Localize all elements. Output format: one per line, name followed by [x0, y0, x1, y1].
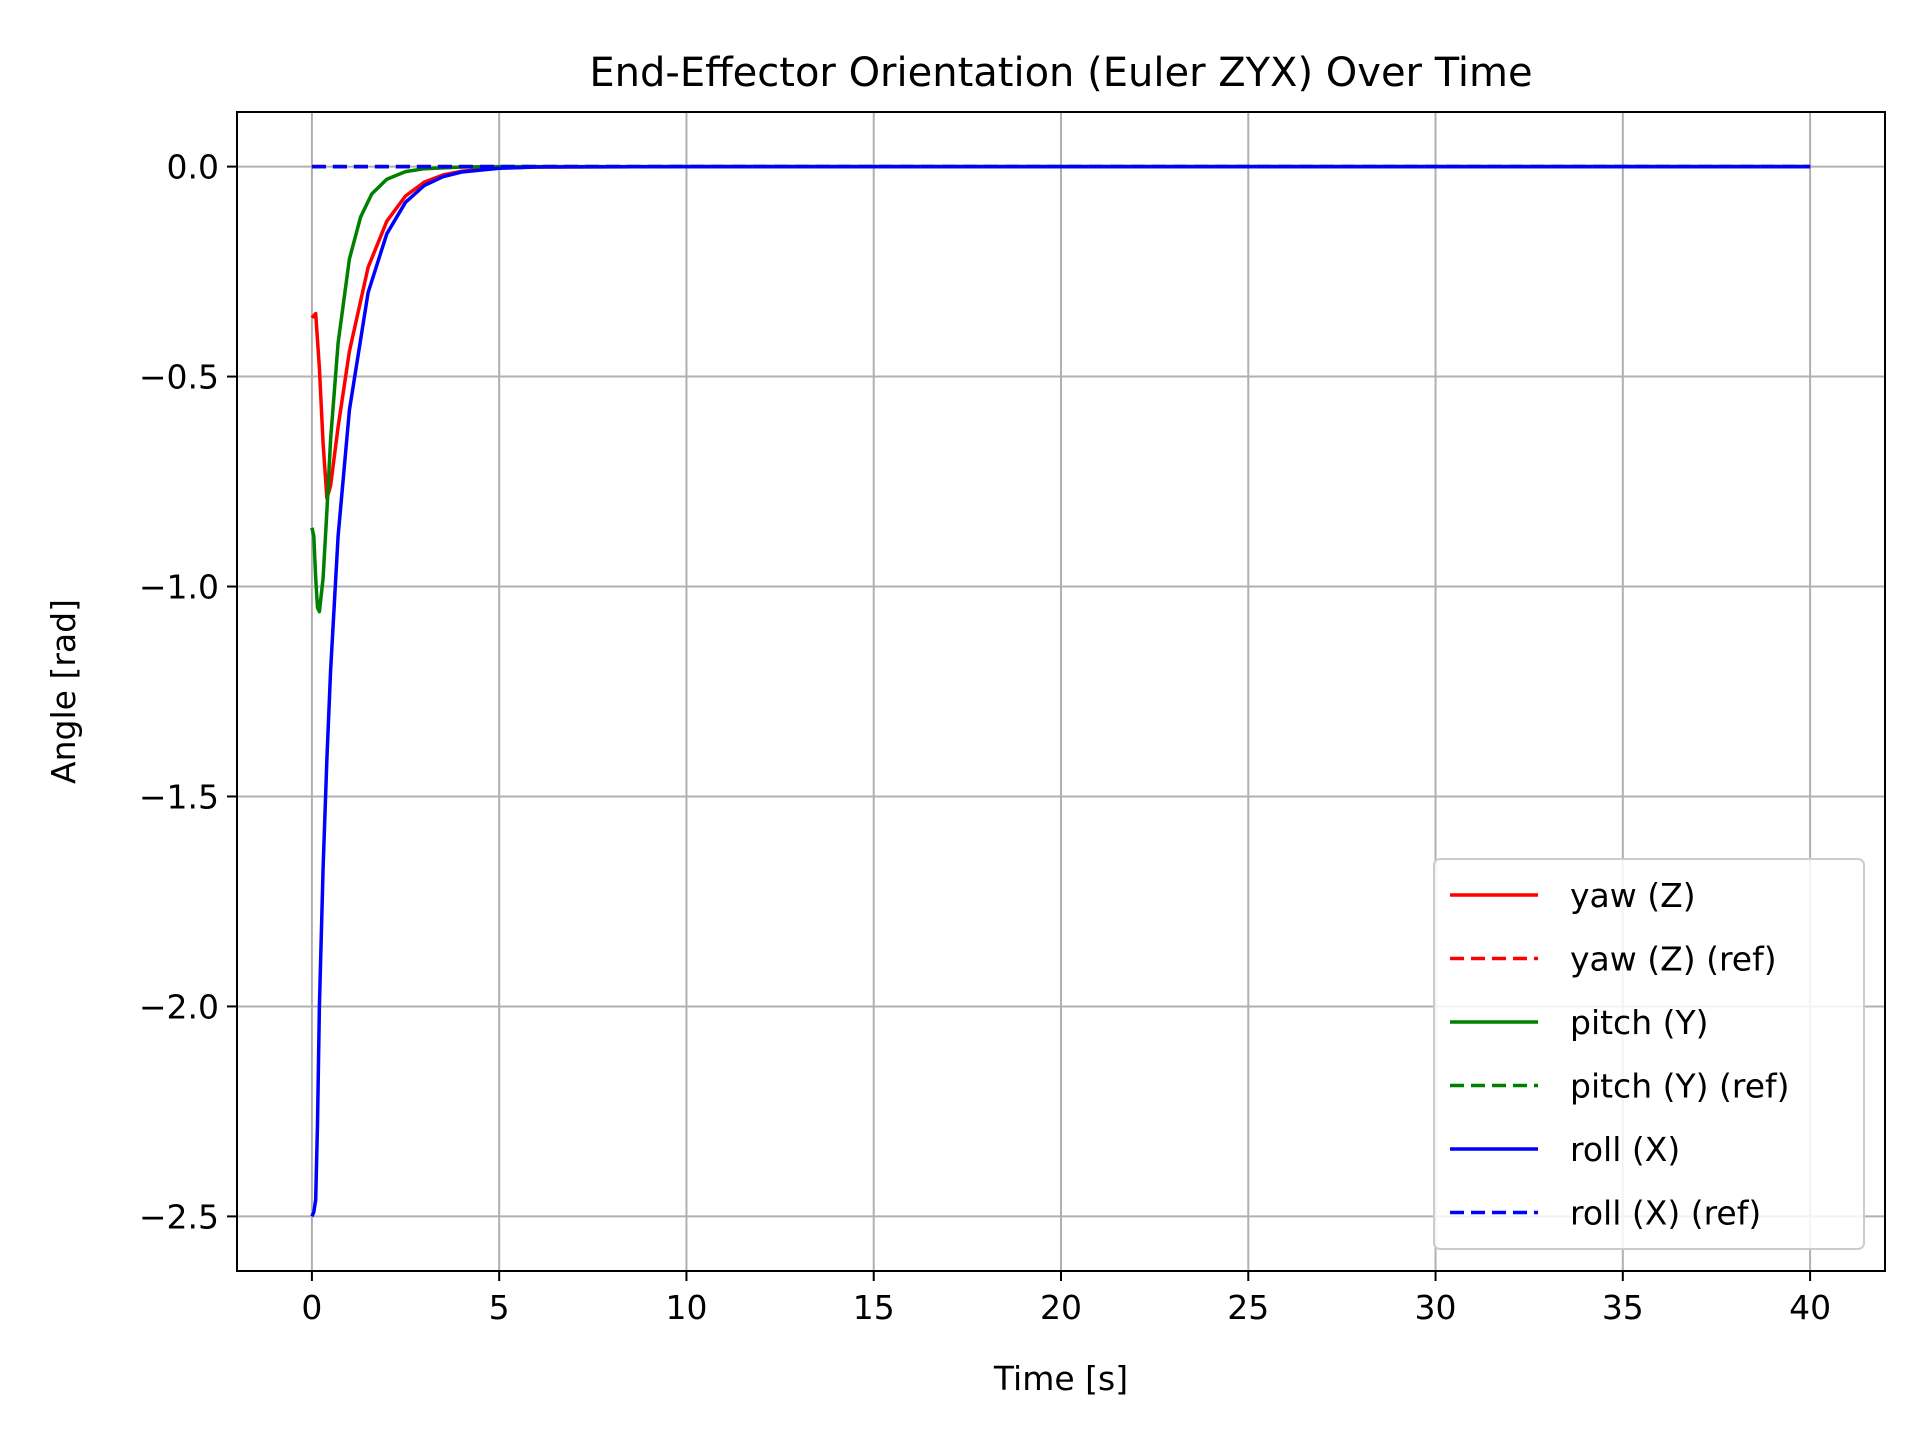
y-tick-label: −2.5 — [139, 1197, 219, 1236]
y-tick-label: 0.0 — [167, 148, 219, 187]
legend-label-4: roll (X) — [1570, 1130, 1680, 1169]
x-tick-label: 40 — [1789, 1288, 1831, 1327]
x-tick-label: 10 — [665, 1288, 707, 1327]
x-tick-label: 35 — [1602, 1288, 1644, 1327]
legend-label-1: yaw (Z) (ref) — [1570, 940, 1777, 979]
chart-title: End-Effector Orientation (Euler ZYX) Ove… — [589, 50, 1532, 96]
y-tick-label: −1.0 — [139, 568, 219, 607]
y-tick-label: −2.0 — [139, 987, 219, 1026]
legend: yaw (Z) yaw (Z) (ref) pitch (Y) pitch (Y) (… — [1433, 858, 1865, 1250]
x-axis-label: Time [s] — [993, 1359, 1128, 1398]
y-tick-label: −1.5 — [139, 777, 219, 816]
legend-label-0: yaw (Z) — [1570, 876, 1696, 915]
ticks: 0 5 10 15 20 25 30 35 40 0.0 −0.5 −1.0 −1.5 −2.0 −2.5 — [139, 148, 1831, 1327]
y-axis-label: Angle [rad] — [44, 599, 83, 784]
x-tick-label: 30 — [1415, 1288, 1457, 1327]
x-tick-label: 5 — [489, 1288, 510, 1327]
y-tick-label: −0.5 — [139, 358, 219, 397]
legend-label-5: roll (X) (ref) — [1570, 1194, 1761, 1233]
x-tick-label: 20 — [1040, 1288, 1082, 1327]
legend-box — [1433, 858, 1865, 1250]
legend-label-3: pitch (Y) (ref) — [1570, 1067, 1790, 1106]
series-layer — [310, 164, 1811, 1218]
legend-label-2: pitch (Y) — [1570, 1003, 1709, 1042]
x-tick-label: 25 — [1227, 1288, 1269, 1327]
x-tick-label: 15 — [853, 1288, 895, 1327]
x-tick-label: 0 — [301, 1288, 322, 1327]
